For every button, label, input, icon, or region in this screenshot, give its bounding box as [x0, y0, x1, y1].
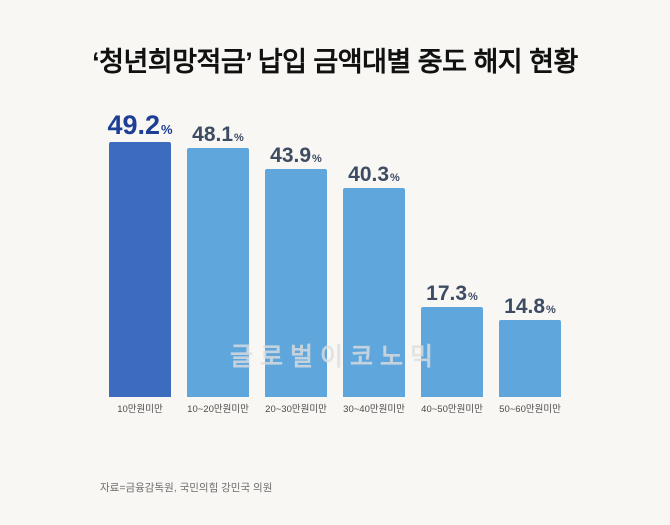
bar-group: 40.3% 30~40만원미만: [343, 105, 405, 417]
category-label: 20~30만원미만: [265, 404, 327, 415]
bar: [499, 320, 561, 397]
bar: [109, 142, 171, 397]
category-label: 10만원미만: [117, 404, 163, 415]
source-note: 자료=금융감독원, 국민의힘 강민국 의원: [100, 482, 273, 494]
bar-chart-plot-area: 49.2% 10만원미만 48.1% 10~20만원미만 43.9% 20~30만원미만 4…: [107, 105, 561, 417]
category-label: 40~50만원미만: [421, 404, 483, 415]
bar-group: 17.3% 40~50만원미만: [421, 105, 483, 417]
value-label: 40.3%: [348, 163, 400, 186]
category-label: 50~60만원미만: [499, 404, 561, 415]
bar-group: 43.9% 20~30만원미만: [265, 105, 327, 417]
bar: [421, 307, 483, 397]
category-label: 30~40만원미만: [343, 404, 405, 415]
category-label: 10~20만원미만: [187, 404, 249, 415]
value-label: 17.3%: [426, 282, 478, 305]
value-label: 43.9%: [270, 144, 322, 167]
bar-group: 14.8% 50~60만원미만: [499, 105, 561, 417]
bar: [187, 148, 249, 397]
bar: [265, 169, 327, 397]
value-label: 49.2%: [107, 110, 173, 140]
bar-group: 49.2% 10만원미만: [107, 105, 173, 417]
bar-chart: 49.2% 10만원미만 48.1% 10~20만원미만 43.9% 20~30만원미만 4…: [107, 105, 561, 417]
bar: [343, 188, 405, 397]
bar-group: 48.1% 10~20만원미만: [187, 105, 249, 417]
page-title: ‘청년희망적금’ 납입 금액대별 중도 해지 현황: [92, 47, 578, 77]
value-label: 14.8%: [504, 295, 556, 318]
value-label: 48.1%: [192, 123, 244, 146]
